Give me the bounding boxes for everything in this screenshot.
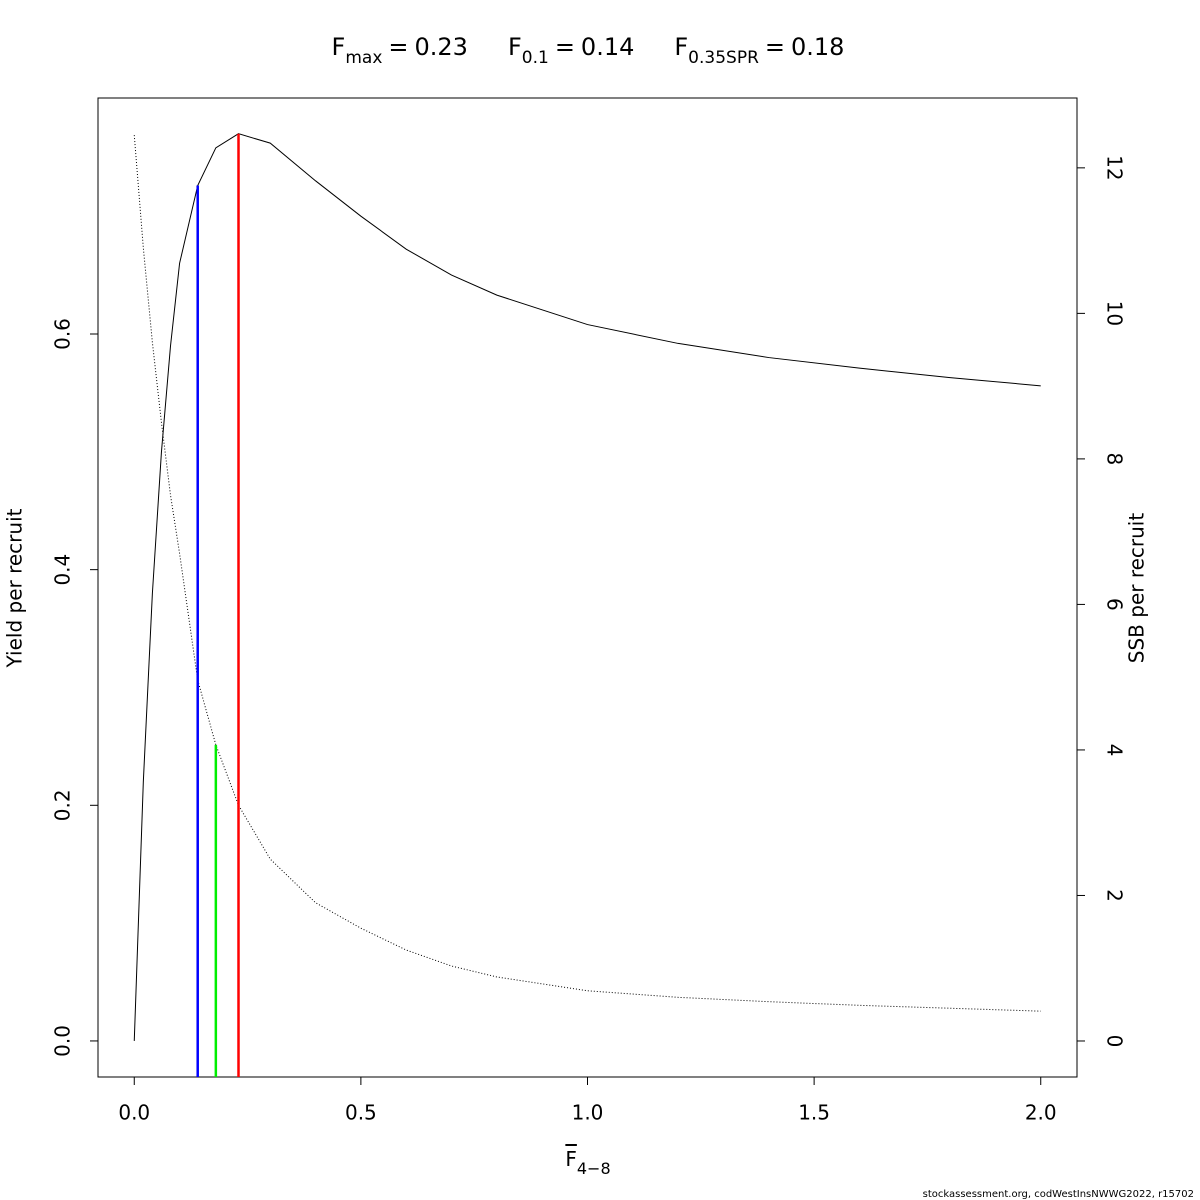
x-tick-label: 0.0 — [118, 1101, 150, 1125]
x-axis-label: F4−8 — [565, 1147, 610, 1179]
y2-axis-label: SSB per recruit — [1125, 513, 1149, 664]
title-value: 0.18 — [791, 33, 844, 61]
y2-tick-label: 2 — [1103, 889, 1127, 902]
y2-tick-label: 8 — [1103, 453, 1127, 466]
series-line — [133, 133, 1041, 1041]
title-subscript: max — [345, 48, 382, 68]
y-tick-label: 0.2 — [51, 789, 75, 821]
title-relation: = — [765, 33, 785, 61]
y2-tick-label: 4 — [1103, 744, 1127, 757]
y2-tick-label: 12 — [1103, 155, 1127, 180]
y-axis-label: Yield per recruit — [3, 508, 27, 668]
title-value: 0.14 — [581, 33, 634, 61]
y2-tick-label: 6 — [1103, 598, 1127, 611]
series-line — [133, 135, 1041, 1012]
title-subscript: 0.35SPR — [688, 48, 759, 68]
title-symbol: F — [674, 33, 688, 61]
footer: stockassessment.org, codWestInsNWWG2022,… — [923, 1189, 1194, 1200]
y-tick-label: 0.0 — [51, 1025, 75, 1057]
title-value: 0.23 — [415, 33, 468, 61]
x-tick-label: 1.0 — [572, 1101, 604, 1125]
plot-frame — [97, 97, 1078, 1078]
y-tick-label: 0.4 — [51, 554, 75, 586]
x-tick-label: 0.5 — [345, 1101, 377, 1125]
x-tick-label: 2.0 — [1025, 1101, 1057, 1125]
title-symbol: F — [508, 33, 522, 61]
title-subscript: 0.1 — [522, 48, 549, 68]
y-tick-label: 0.6 — [51, 318, 75, 350]
y2-tick-label: 10 — [1103, 301, 1127, 326]
y2-tick-label: 0 — [1103, 1035, 1127, 1048]
chart-title: Fmax = 0.23 F0.1 = 0.14 F0.35SPR = 0.18 — [332, 33, 845, 68]
title-symbol: F — [332, 33, 346, 61]
title-relation: = — [555, 33, 575, 61]
x-label-symbol: F — [565, 1147, 577, 1171]
x-tick-label: 1.5 — [798, 1101, 830, 1125]
x-label-subscript: 4−8 — [577, 1159, 611, 1178]
title-relation: = — [388, 33, 408, 61]
